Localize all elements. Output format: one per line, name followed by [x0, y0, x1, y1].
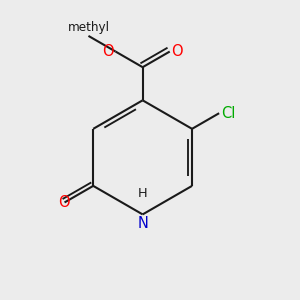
Text: O: O — [58, 195, 69, 210]
Text: H: H — [138, 188, 148, 200]
Text: O: O — [102, 44, 114, 59]
Text: N: N — [137, 216, 148, 231]
Text: methyl: methyl — [68, 21, 110, 34]
Text: Cl: Cl — [221, 106, 236, 121]
Text: O: O — [172, 44, 183, 59]
